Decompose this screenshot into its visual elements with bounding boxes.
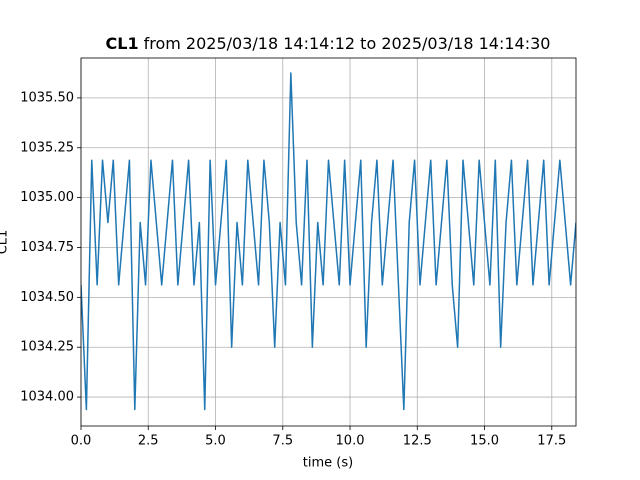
x-tick-label: 12.5	[403, 434, 432, 449]
title-text: from 2025/03/18 14:14:12 to 2025/03/18 1…	[144, 34, 551, 53]
y-tick-label: 1034.50	[20, 290, 74, 305]
y-tick-label: 1034.75	[20, 240, 74, 255]
x-tick-label: 2.5	[138, 434, 159, 449]
y-tick-label: 1035.00	[20, 190, 74, 205]
x-tick-label: 5.0	[205, 434, 226, 449]
y-tick-label: 1035.25	[20, 140, 74, 155]
x-tick-label: 7.5	[272, 434, 293, 449]
x-tick-label: 0.0	[71, 434, 92, 449]
x-axis-label: time (s)	[303, 456, 353, 471]
y-tick-label: 1034.00	[20, 390, 74, 405]
y-axis-label: CL1	[0, 230, 11, 255]
x-tick-label: 17.5	[537, 434, 566, 449]
title-name: CL1	[106, 34, 139, 53]
x-tick-label: 10.0	[336, 434, 365, 449]
y-tick-label: 1035.50	[20, 90, 74, 105]
chart-title: CL1 from 2025/03/18 14:14:12 to 2025/03/1…	[106, 34, 551, 53]
plot-frame	[80, 57, 577, 427]
data-line	[81, 72, 576, 411]
y-tick-label: 1034.25	[20, 340, 74, 355]
x-tick-label: 15.0	[470, 434, 499, 449]
